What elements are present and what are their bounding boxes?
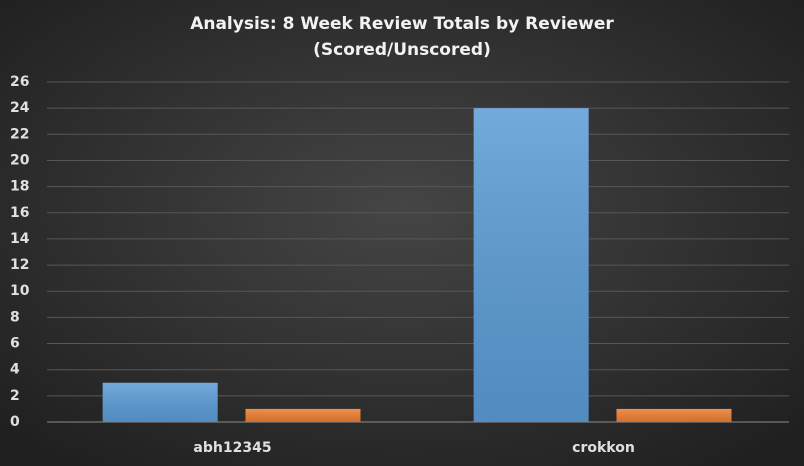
y-tick-label: 16 [10, 205, 29, 221]
y-tick-label: 0 [10, 414, 20, 430]
y-tick-label: 4 [10, 362, 20, 378]
y-tick-label: 20 [10, 152, 30, 168]
bar-shade [245, 408, 361, 422]
x-tick-label: abh12345 [193, 440, 271, 456]
y-tick-label: 12 [10, 257, 29, 273]
bar-shade [102, 382, 218, 422]
y-tick-label: 18 [10, 179, 29, 195]
x-tick-label: crokkon [572, 440, 635, 456]
chart-title: (Scored/Unscored) [313, 40, 491, 60]
bar-shade [616, 408, 732, 422]
y-tick-label: 24 [10, 100, 30, 116]
y-tick-label: 10 [10, 283, 30, 299]
y-tick-label: 22 [10, 126, 29, 142]
chart-title: Analysis: 8 Week Review Totals by Review… [190, 14, 614, 34]
y-tick-label: 8 [10, 309, 20, 325]
y-tick-label: 26 [10, 74, 29, 90]
y-tick-label: 14 [10, 231, 30, 247]
y-tick-label: 2 [10, 388, 20, 404]
y-tick-label: 6 [10, 336, 20, 352]
bar-shade [473, 108, 589, 423]
